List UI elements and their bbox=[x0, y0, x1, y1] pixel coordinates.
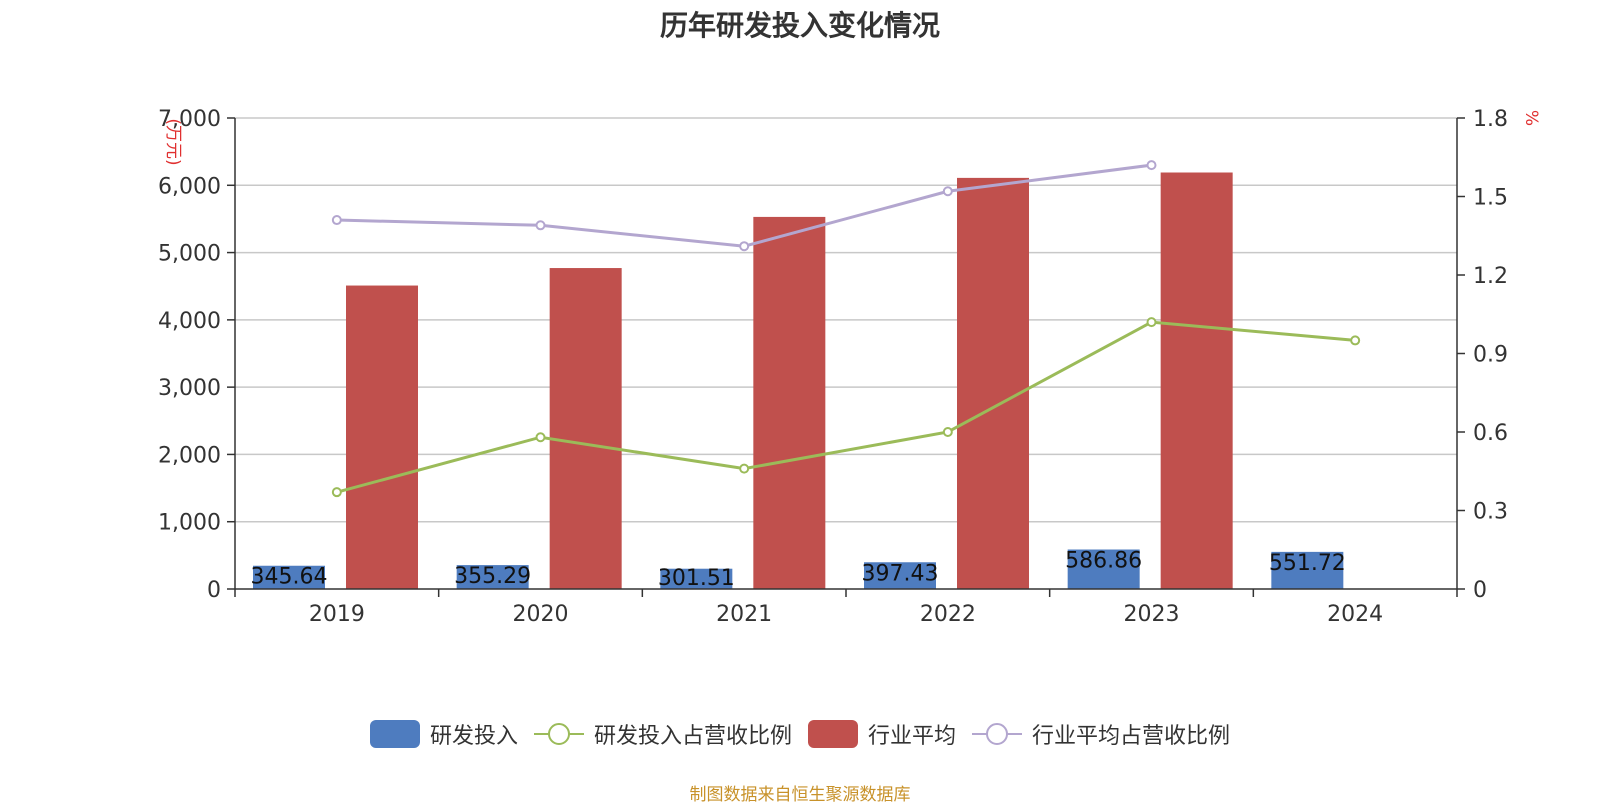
legend-label-industry-ratio: 行业平均占营收比例 bbox=[1032, 724, 1231, 749]
rd-ratio-line bbox=[336, 320, 1356, 494]
legend-item-industry-ratio[interactable]: 行业平均占营收比例 bbox=[972, 718, 1230, 750]
legend-item-rd-ratio[interactable]: 研发投入占营收比例 bbox=[533, 718, 792, 750]
legend-swatch-industry bbox=[808, 720, 858, 748]
bar-rd bbox=[864, 562, 936, 589]
bar-rd bbox=[1067, 549, 1140, 589]
rd-ratio-point bbox=[1350, 335, 1361, 346]
bar-rd-data-label: 345.64 bbox=[251, 565, 328, 590]
y-left-tick-label: 1,000 bbox=[158, 511, 221, 536]
y-left-tick-label: 2,000 bbox=[158, 443, 221, 468]
industry-ratio-point bbox=[942, 186, 953, 197]
y-left-tick-label: 5,000 bbox=[158, 242, 221, 267]
source-note: 制图数据来自恒生聚源数据库 bbox=[689, 785, 911, 805]
y-right-tick-label: 1.2 bbox=[1473, 264, 1508, 289]
x-tick-label: 2021 bbox=[716, 602, 772, 627]
y-right-tick-label: 0.9 bbox=[1473, 343, 1508, 368]
y-right-tick-label: 0.3 bbox=[1473, 500, 1508, 525]
legend: 研发投入 研发投入占营收比例 行业平均 行业平均占营收比例 bbox=[0, 718, 1600, 750]
bar-industry bbox=[1160, 172, 1233, 589]
bar-industry bbox=[957, 177, 1029, 590]
x-tick-label: 2019 bbox=[309, 602, 365, 627]
x-tick-label: 2020 bbox=[513, 602, 569, 627]
y-right-tick-label: 1.8 bbox=[1473, 107, 1508, 132]
bar-rd bbox=[1271, 551, 1344, 589]
bar-rd-data-label: 301.51 bbox=[658, 566, 735, 591]
bar-rd-data-label: 586.86 bbox=[1065, 549, 1142, 574]
industry-ratio-point bbox=[1146, 160, 1157, 171]
bar-rd bbox=[253, 565, 325, 589]
rd-ratio-point bbox=[1146, 317, 1157, 328]
x-tick-label: 2022 bbox=[920, 602, 976, 627]
bar-industry bbox=[549, 268, 622, 589]
x-tick-label: 2023 bbox=[1124, 602, 1180, 627]
rd-ratio-point bbox=[739, 463, 750, 474]
rd-ratio-point bbox=[535, 432, 546, 443]
legend-item-industry[interactable]: 行业平均 bbox=[808, 718, 956, 750]
y-right-tick-label: 0 bbox=[1473, 578, 1487, 603]
bar-industry bbox=[346, 285, 418, 589]
industry-ratio-point bbox=[535, 220, 546, 231]
bar-rd-data-label: 355.29 bbox=[454, 564, 531, 589]
rd-ratio-point bbox=[942, 427, 953, 437]
legend-label-rd: 研发投入 bbox=[429, 724, 518, 749]
x-tick-label: 2024 bbox=[1327, 602, 1383, 627]
bar-rd-data-label: 397.43 bbox=[862, 561, 939, 586]
y-left-tick-label: 7,000 bbox=[158, 107, 221, 132]
y-left-axis-label: (万元) bbox=[163, 118, 183, 165]
y-left-tick-label: 0 bbox=[207, 578, 221, 603]
bar-rd bbox=[456, 565, 529, 589]
industry-ratio-line bbox=[336, 163, 1152, 248]
legend-swatch-industry-ratio bbox=[972, 720, 1023, 748]
legend-label-industry: 行业平均 bbox=[868, 724, 957, 749]
legend-item-rd[interactable]: 研发投入 bbox=[369, 718, 518, 750]
industry-ratio-point bbox=[739, 241, 750, 252]
legend-label-rd-ratio: 研发投入占营收比例 bbox=[593, 724, 792, 749]
y-right-tick-label: 0.6 bbox=[1473, 421, 1508, 446]
industry-ratio-point bbox=[331, 215, 342, 226]
bar-rd-data-label: 551.72 bbox=[1269, 551, 1346, 576]
bar-rd bbox=[660, 568, 733, 589]
rd-ratio-point bbox=[331, 487, 342, 498]
y-right-tick-label: 1.5 bbox=[1473, 186, 1508, 211]
y-right-axis-label: % bbox=[1521, 110, 1541, 126]
bar-industry bbox=[753, 216, 826, 589]
chart-title: 历年研发投入变化情况 bbox=[659, 9, 940, 42]
legend-swatch-rd-ratio bbox=[533, 720, 584, 748]
y-left-tick-label: 3,000 bbox=[158, 376, 221, 401]
legend-swatch-rd bbox=[369, 720, 420, 748]
y-left-tick-label: 4,000 bbox=[158, 309, 221, 334]
y-left-tick-label: 6,000 bbox=[158, 174, 221, 199]
